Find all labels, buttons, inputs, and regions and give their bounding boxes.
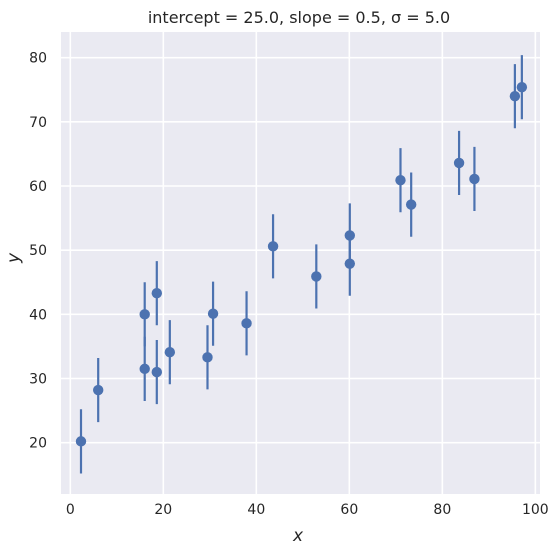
y-tick-label: 60 [29,179,47,195]
data-point [151,366,162,378]
y-axis-label: y [4,252,24,264]
x-tick-label: 80 [433,502,451,518]
data-point [202,352,213,363]
chart-title: intercept = 25.0, slope = 0.5, σ = 5.0 [148,8,450,27]
x-tick-label: 100 [522,502,549,518]
data-point [164,346,176,358]
data-point [241,318,252,329]
data-point [509,90,521,102]
y-tick-label: 30 [29,372,47,388]
y-tick-label: 80 [29,51,47,67]
y-tick-label: 70 [29,115,47,131]
data-point [344,258,355,269]
data-point [516,81,528,93]
y-tick-label: 40 [29,307,47,323]
data-points [75,55,528,474]
data-point [469,173,480,185]
x-tick-label: 20 [154,502,172,518]
data-point [453,157,465,169]
x-tick-label: 60 [340,502,358,518]
data-point [267,241,279,252]
y-tick-label: 50 [29,243,47,259]
plot-area [61,32,540,494]
tick-labels: 0 20 40 60 80 100 20 30 40 50 60 70 80 [29,51,549,518]
x-axis-label: x [292,526,304,546]
data-point [405,199,417,210]
data-point [75,436,87,447]
data-point [207,308,219,319]
grid [61,32,540,494]
data-point [139,363,150,375]
x-tick-label: 0 [66,502,75,518]
y-tick-label: 20 [29,436,47,452]
data-point [151,287,162,299]
data-point [93,384,104,396]
data-point [395,175,406,186]
data-point [139,309,150,320]
data-point [311,271,322,282]
x-tick-label: 40 [247,502,265,518]
